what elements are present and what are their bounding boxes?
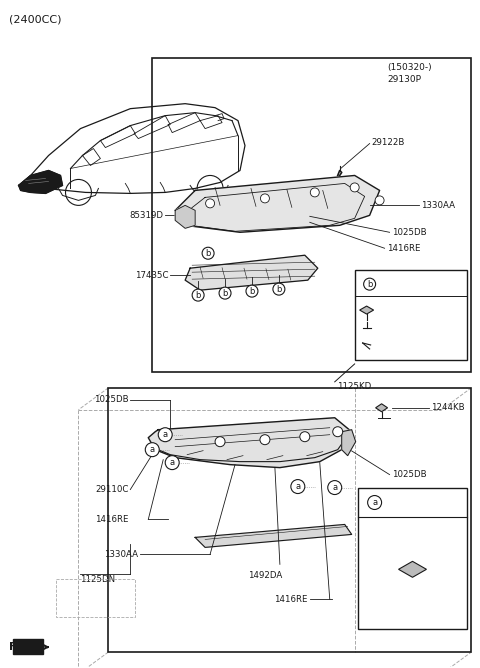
Polygon shape [175,176,380,232]
Text: 17435C: 17435C [135,271,168,280]
Circle shape [350,183,359,192]
Text: (2400CC): (2400CC) [9,15,61,25]
Bar [358,488,468,629]
Circle shape [192,289,204,301]
Polygon shape [185,255,318,290]
Circle shape [202,247,214,259]
Polygon shape [19,170,62,194]
Circle shape [273,283,285,295]
Polygon shape [195,524,352,547]
Text: a: a [372,498,377,507]
Polygon shape [398,561,426,577]
Text: b: b [205,248,211,258]
Text: (150320-)
29130P: (150320-) 29130P [387,63,432,84]
Text: a: a [169,458,175,467]
Text: 1330AA: 1330AA [380,323,414,333]
Text: 82442: 82442 [380,305,407,315]
Text: b: b [222,289,228,298]
Circle shape [368,496,382,510]
Bar [355,270,468,360]
Bar [108,388,471,652]
Polygon shape [148,418,352,468]
Circle shape [310,188,319,197]
Text: a: a [150,445,155,454]
Polygon shape [342,430,356,456]
Text: a: a [332,483,337,492]
Text: 1244KB: 1244KB [432,403,465,412]
Text: 1025DB: 1025DB [392,470,426,479]
Text: 1025DB: 1025DB [94,395,128,404]
Text: b: b [276,285,282,294]
Text: FR.: FR. [9,642,29,652]
Text: 1249PN: 1249PN [380,341,413,349]
Circle shape [375,196,384,205]
Polygon shape [12,639,43,654]
Circle shape [261,194,269,203]
Circle shape [333,427,343,437]
Circle shape [145,443,159,457]
Text: 1416RE: 1416RE [386,244,420,253]
Text: 1492DA: 1492DA [248,571,282,580]
Circle shape [364,278,376,290]
Text: 29110C: 29110C [95,485,128,494]
Circle shape [165,456,179,470]
Bar [152,58,471,372]
Polygon shape [360,306,373,314]
Text: 1330AA: 1330AA [104,550,138,559]
Text: 1125DN: 1125DN [81,574,116,584]
Circle shape [260,435,270,445]
Text: a: a [295,482,300,491]
Text: b: b [195,291,201,300]
Text: 85319D: 85319D [129,211,163,220]
Bar [56,579,135,617]
Text: 82442: 82442 [390,498,420,508]
Text: 1330AA: 1330AA [421,201,456,210]
Circle shape [328,480,342,494]
Polygon shape [376,403,387,411]
Text: 29122B: 29122B [372,138,405,147]
Circle shape [300,432,310,442]
Text: b: b [367,280,372,289]
Circle shape [215,437,225,447]
Text: b: b [249,287,255,296]
Text: 1025DB: 1025DB [392,228,426,236]
Circle shape [291,480,305,494]
Circle shape [205,199,215,208]
Text: 1416RE: 1416RE [274,595,308,604]
Text: 1125KD: 1125KD [336,382,371,391]
Polygon shape [175,205,195,228]
Circle shape [246,285,258,297]
Text: a: a [163,430,168,439]
Circle shape [219,287,231,299]
Circle shape [158,428,172,442]
Text: 1416RE: 1416RE [95,515,128,524]
